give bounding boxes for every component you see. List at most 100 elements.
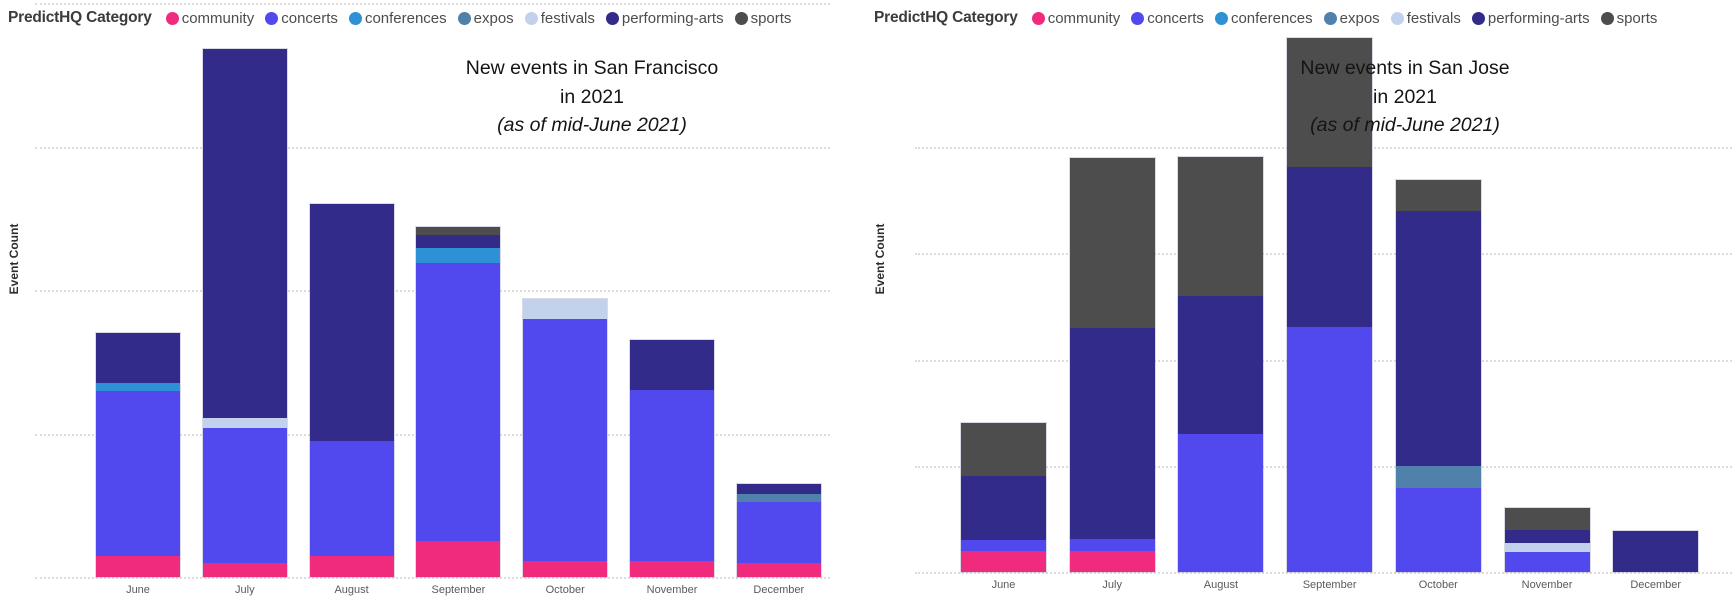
bar-december[interactable] [736,483,821,577]
legend: PredictHQ Category community concerts conf… [874,9,1668,27]
bar-segment-conferences[interactable] [96,383,180,391]
legend-item-concerts[interactable]: concerts [1131,10,1204,27]
bar-segment-concerts[interactable] [1069,539,1155,551]
bar-segment-concerts[interactable] [1504,551,1590,572]
bar-segment-community[interactable] [309,555,394,577]
bar-segment-concerts[interactable] [1178,433,1264,572]
bar-segment-concerts[interactable] [96,390,180,556]
bar-segment-community[interactable] [523,561,608,577]
x-tick-august: August [1203,579,1239,591]
bar-segment-conferences[interactable] [416,248,501,263]
bar-segment-sports[interactable] [1504,508,1590,530]
bar-july[interactable] [202,48,287,577]
expos-swatch-icon [1323,11,1337,25]
bar-segment-concerts[interactable] [1287,326,1373,572]
bar-segment-concerts[interactable] [630,390,714,562]
bar-november[interactable] [1504,508,1590,572]
legend-item-community[interactable]: community [165,10,254,27]
legend-item-expos[interactable]: expos [1323,10,1380,27]
bar-august[interactable] [309,203,394,577]
bar-segment-performing-arts[interactable] [1178,295,1264,434]
bar-segment-performing-arts[interactable] [202,48,287,418]
bar-segment-concerts[interactable] [961,540,1046,551]
bar-october[interactable] [1395,180,1481,572]
bar-segment-performing-arts[interactable] [1069,327,1155,540]
x-tick-september: September [1302,579,1357,591]
bar-june[interactable] [961,423,1046,572]
legend: PredictHQ Category community concerts conf… [8,9,802,27]
bar-segment-community[interactable] [202,562,287,577]
plot-area: June July August September October November De… [866,0,1732,600]
bar-june[interactable] [96,333,180,577]
bar-segment-sports[interactable] [961,423,1046,477]
gridline-400 [35,3,830,5]
legend-item-performing-arts[interactable]: performing-arts [605,10,724,27]
bar-segment-performing-arts[interactable] [309,203,394,441]
sports-swatch-icon [1600,11,1614,25]
bar-segment-performing-arts[interactable] [1504,529,1590,544]
bar-august[interactable] [1178,156,1264,572]
legend-item-performing-arts[interactable]: performing-arts [1471,9,1590,27]
legend-item-festivals[interactable]: festivals [524,9,595,27]
bar-segment-sports[interactable] [416,226,501,236]
bar-segment-festivals[interactable] [523,298,608,319]
bar-segment-sports[interactable] [1395,180,1481,211]
bar-segment-performing-arts[interactable] [96,333,180,384]
bar-segment-community[interactable] [961,550,1046,572]
chart-title-line1: New events in San Francisco [465,57,719,79]
bar-segment-concerts[interactable] [309,440,394,556]
gridline-0 [915,572,1732,574]
gridline-300 [35,146,830,149]
conferences-swatch-icon [348,11,362,25]
bar-segment-community[interactable] [736,562,821,577]
x-tick-july: July [235,584,255,596]
legend-item-sports[interactable]: sports [1600,10,1657,27]
bar-segment-performing-arts[interactable] [961,476,1046,541]
gridline-0 [35,577,830,579]
legend-item-festivals[interactable]: festivals [1390,9,1461,27]
chart-panel-san-francisco: PredictHQ Category community concerts conf… [7,3,852,596]
legend-item-concerts[interactable]: concerts [265,10,338,27]
chart-title: New events in San Francisco in 2021 (as … [332,54,852,140]
legend-item-label: festivals [540,9,595,27]
legend-item-label: expos [473,9,514,27]
legend-item-label: conferences [364,9,447,27]
bar-segment-sports[interactable] [1069,157,1155,328]
bar-segment-performing-arts[interactable] [630,340,714,391]
bar-segment-performing-arts[interactable] [416,235,501,249]
legend-item-conferences[interactable]: conferences [1214,10,1313,27]
bar-segment-community[interactable] [96,555,180,577]
legend-item-conferences[interactable]: conferences [348,9,447,27]
legend-item-expos[interactable]: expos [457,9,514,27]
x-tick-july: July [1102,579,1122,591]
bar-segment-concerts[interactable] [202,427,287,563]
bar-october[interactable] [523,298,608,577]
legend-title: PredictHQ Category [8,9,152,26]
legend-item-label: festivals [1406,9,1461,27]
bar-segment-sports[interactable] [1178,156,1264,296]
bar-segment-concerts[interactable] [416,262,501,542]
bar-segment-concerts[interactable] [1395,488,1481,572]
bar-segment-festivals[interactable] [202,417,287,428]
bar-segment-concerts[interactable] [523,318,608,562]
bar-segment-community[interactable] [630,561,714,577]
legend-item-sports[interactable]: sports [734,10,791,27]
bar-segment-community[interactable] [1069,550,1155,572]
bar-segment-expos[interactable] [1395,465,1481,489]
legend-item-community[interactable]: community [1031,10,1120,27]
bar-segment-performing-arts[interactable] [1395,210,1481,466]
bar-segment-sports[interactable] [1287,37,1373,168]
bar-segment-expos[interactable] [736,493,821,503]
bar-segment-performing-arts[interactable] [1613,530,1699,572]
legend-item-label: performing-arts [1487,9,1590,27]
bar-segment-concerts[interactable] [736,502,821,563]
bar-segment-performing-arts[interactable] [1287,167,1373,327]
bar-december[interactable] [1613,530,1699,572]
bar-september[interactable] [416,226,501,577]
bar-segment-community[interactable] [416,541,501,577]
bar-segment-festivals[interactable] [1504,543,1590,552]
bar-segment-performing-arts[interactable] [736,483,821,494]
bar-july[interactable] [1069,157,1155,572]
bar-november[interactable] [630,340,714,577]
bar-september[interactable] [1287,37,1373,572]
